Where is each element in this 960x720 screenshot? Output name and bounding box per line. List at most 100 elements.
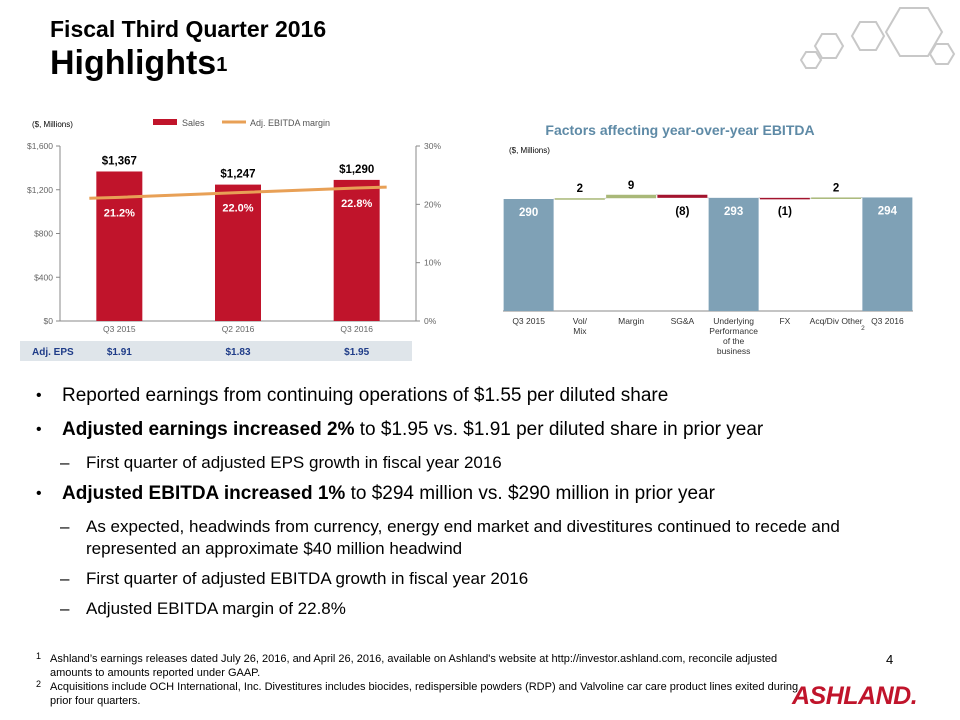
page-title-line2: Highlights1 — [50, 44, 326, 82]
page-number: 4 — [886, 652, 894, 667]
page-title-line1: Fiscal Third Quarter 2016 — [50, 16, 327, 42]
bullet-mark: – — [60, 517, 70, 536]
sales-bar — [215, 184, 261, 321]
y-tick-label: $1,600 — [27, 141, 53, 151]
waterfall-total-bar — [503, 199, 554, 311]
waterfall-category-label: Performance — [709, 326, 758, 336]
bullet-text: First quarter of adjusted EPS growth in … — [86, 453, 502, 472]
y2-tick-label: 20% — [424, 199, 441, 209]
waterfall-step-label: 2 — [833, 182, 839, 194]
bullet-bold-text: Adjusted earnings increased 2% — [62, 419, 355, 440]
waterfall-step-label: (8) — [675, 206, 689, 218]
waterfall-increase-bar — [554, 198, 605, 200]
x-tick-label: Q3 2016 — [340, 324, 373, 334]
waterfall-category-label: Q3 2015 — [512, 316, 545, 326]
bullet-mark: – — [60, 569, 70, 588]
sales-value-label: $1,367 — [102, 155, 137, 167]
margin-value-label: 22.0% — [222, 203, 253, 215]
bullet-text: Adjusted EBITDA margin of 22.8% — [86, 599, 346, 618]
waterfall-category-label: SG&A — [671, 316, 695, 326]
footnote-1-number: 1 — [36, 651, 42, 661]
waterfall-category-label: business — [717, 346, 751, 356]
bullet-text: to $294 million vs. $290 million in prio… — [345, 483, 715, 504]
x-tick-label: Q3 2015 — [103, 324, 136, 334]
footnote-2-number: 2 — [36, 679, 42, 689]
sales-bar — [333, 179, 380, 321]
title-footnote-ref: 1 — [216, 54, 228, 76]
sub-bullet-item: – First quarter of adjusted EBITDA growth… — [30, 568, 930, 590]
waterfall-decrease-bar — [759, 197, 810, 200]
waterfall-category-label: Mix — [573, 326, 587, 336]
waterfall-category-label: of the — [723, 336, 745, 346]
waterfall-category-label: Underlying — [713, 316, 754, 326]
footnote-1: 1 Ashland’s earnings releases dated July… — [36, 651, 816, 680]
sales-ebitda-chart: ($, Millions) Sales Adj. EBITDA margin $… — [20, 118, 441, 361]
bullet-text: Reported earnings from continuing operat… — [62, 385, 669, 406]
ashland-logo: ASHLAND. — [791, 682, 918, 710]
margin-value-label: 21.2% — [104, 207, 135, 219]
waterfall-step-label: 2 — [577, 183, 583, 195]
sub-bullet-item: – As expected, headwinds from currency, e… — [30, 516, 930, 560]
bullet-text: As expected, headwinds from currency, en… — [86, 517, 840, 558]
footnote-2: 2 Acquisitions include OCH International… — [36, 679, 816, 708]
waterfall-total-label: 290 — [519, 207, 538, 219]
sales-value-label: $1,247 — [220, 169, 255, 181]
bullet-mark: – — [60, 599, 70, 618]
sales-value-label: $1,290 — [339, 164, 374, 176]
waterfall-category-label: Vol/ — [573, 316, 588, 326]
footnotes: 1 Ashland’s earnings releases dated July… — [36, 651, 816, 708]
margin-line — [89, 185, 387, 200]
bullet-mark: • — [36, 421, 42, 438]
y-tick-label: $400 — [34, 272, 53, 282]
waterfall-title: Factors affecting year-over-year EBITDA — [545, 122, 814, 138]
eps-value: $1.95 — [344, 347, 369, 358]
left-unit-label: ($, Millions) — [32, 120, 73, 129]
waterfall-increase-bar — [811, 197, 862, 199]
eps-row-background — [20, 341, 412, 361]
bullet-mark: • — [36, 387, 42, 404]
ebitda-waterfall-chart: Factors affecting year-over-year EBITDA … — [503, 122, 913, 356]
footnote-1-text: Ashland’s earnings releases dated July 2… — [50, 653, 778, 679]
eps-row-label: Adj. EPS — [32, 347, 74, 358]
waterfall-total-bar — [862, 197, 913, 311]
sales-bar — [96, 171, 143, 321]
waterfall-category-label: Q3 2016 — [871, 316, 904, 326]
legend-sales-label: Sales — [182, 118, 205, 128]
waterfall-step-label: (1) — [778, 206, 792, 218]
waterfall-total-bar — [708, 197, 759, 311]
logo-wordmark: ASHLAND. — [791, 682, 917, 710]
page-title-main: Highlights — [50, 44, 217, 82]
bullet-text: First quarter of adjusted EBITDA growth … — [86, 569, 529, 588]
waterfall-category-label: FX — [779, 316, 790, 326]
bullet-item: • Adjusted EBITDA increased 1% to $294 mi… — [30, 482, 930, 506]
bullet-mark: – — [60, 453, 70, 472]
x-tick-label: Q2 2016 — [222, 324, 255, 334]
waterfall-increase-bar — [606, 194, 657, 199]
y2-tick-label: 30% — [424, 141, 441, 151]
y2-tick-label: 0% — [424, 316, 437, 326]
eps-value: $1.91 — [107, 347, 132, 358]
waterfall-step-label: 9 — [628, 180, 634, 192]
margin-value-label: 22.8% — [341, 198, 372, 210]
bullet-mark: • — [36, 485, 42, 502]
bullet-item: • Adjusted earnings increased 2% to $1.95… — [30, 418, 930, 442]
legend-margin-label: Adj. EBITDA margin — [250, 118, 330, 128]
highlights-list: • Reported earnings from continuing opera… — [30, 384, 930, 628]
waterfall-total-label: 294 — [878, 205, 898, 217]
sub-bullet-item: – First quarter of adjusted EPS growth in… — [30, 452, 930, 474]
y-tick-label: $1,200 — [27, 185, 53, 195]
waterfall-category-superscript: 2 — [861, 325, 865, 332]
hexagon-decoration-icon — [800, 7, 956, 69]
waterfall-total-label: 293 — [724, 206, 743, 218]
title-block: Fiscal Third Quarter 2016 Highlights1 — [50, 14, 326, 82]
y2-tick-label: 10% — [424, 258, 441, 268]
sub-bullet-item: – Adjusted EBITDA margin of 22.8% — [30, 598, 930, 620]
left-legend: Sales Adj. EBITDA margin — [153, 118, 330, 128]
bullet-text: to $1.95 vs. $1.91 per diluted share in … — [354, 419, 764, 440]
waterfall-decrease-bar — [657, 194, 708, 198]
y-tick-label: $800 — [34, 229, 53, 239]
y-tick-label: $0 — [44, 316, 54, 326]
bullet-item: • Reported earnings from continuing opera… — [30, 384, 930, 408]
legend-sales-swatch — [153, 119, 177, 125]
eps-value: $1.83 — [225, 347, 250, 358]
